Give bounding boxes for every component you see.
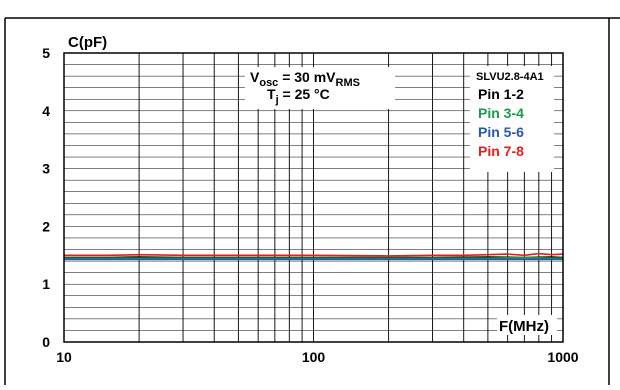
tj-label: Tj = 25 °C [267, 86, 330, 106]
x-tick-label: 10 [56, 349, 72, 365]
x-tick-label: 100 [302, 349, 326, 365]
y-tick-label: 2 [42, 218, 50, 234]
legend-entry: Pin 3-4 [478, 105, 524, 121]
conditions-box-bg [245, 67, 395, 109]
legend-entries: Pin 1-2 Pin 3-4 Pin 5-6 Pin 7-8 [478, 86, 524, 159]
tj-sub: j [275, 94, 279, 106]
series-line-pin-7-8 [64, 252, 564, 257]
series-line-pin-3-4 [64, 256, 563, 260]
legend-entry: Pin 5-6 [478, 124, 524, 140]
legend-title: SLVU2.8-4A1 [476, 71, 544, 83]
y-axis-label: C(pF) [68, 34, 107, 51]
y-tick-label: 5 [42, 45, 50, 61]
tj-value: = 25 °C [279, 86, 330, 102]
y-tick-label: 1 [42, 276, 50, 292]
vosc-sub: osc [259, 77, 278, 89]
plot-border [63, 52, 564, 343]
x-axis-label: F(MHz) [499, 318, 549, 335]
x-tick-labels: 10 100 1000 [56, 349, 579, 365]
y-tick-label: 4 [42, 103, 50, 119]
legend-entry: Pin 7-8 [478, 143, 524, 159]
series-layer [64, 252, 564, 261]
tj-main: T [267, 86, 276, 102]
vosc-main: V [250, 69, 260, 85]
legend: SLVU2.8-4A1 Pin 1-2 Pin 3-4 Pin 5-6 Pin 7-8 [470, 66, 554, 172]
y-tick-label: 3 [42, 161, 50, 177]
legend-entry: Pin 1-2 [478, 86, 524, 102]
vosc-label: Vosc = 30 mVRMS [250, 69, 360, 89]
vosc-unit-sub: RMS [336, 77, 360, 89]
y-tick-labels: 0 1 2 3 4 5 [42, 45, 50, 350]
vosc-value: = 30 mV [278, 69, 336, 85]
y-tick-label: 0 [42, 334, 50, 350]
legend-bg [470, 66, 554, 172]
x-axis-label-bg [497, 315, 557, 335]
conditions-box: Vosc = 30 mVRMS Tj = 25 °C [245, 67, 395, 109]
x-tick-label: 1000 [547, 349, 578, 365]
